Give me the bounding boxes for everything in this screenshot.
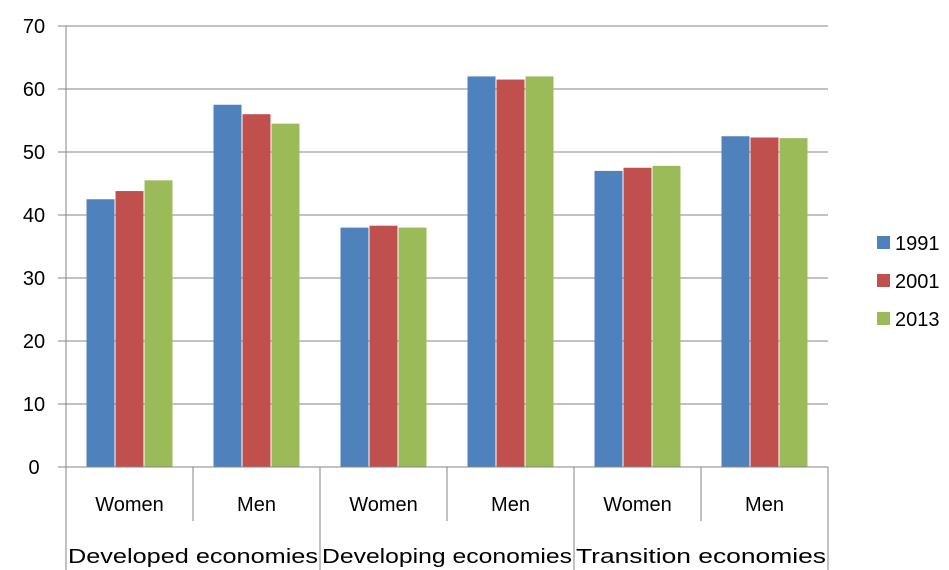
bar-2001: [623, 167, 652, 467]
x-category-labels: Women Men Women Men Women Men: [95, 494, 784, 516]
x-group-label: Developing economies: [322, 546, 572, 568]
bar-2013: [271, 123, 300, 468]
x-group-label: Developed economies: [68, 546, 318, 568]
y-tick-label: 30: [23, 268, 45, 290]
bar-1991: [721, 136, 750, 467]
y-tick-label: 60: [23, 79, 45, 101]
y-tick-label: 70: [23, 16, 45, 38]
legend-label: 2013: [895, 309, 940, 331]
bar-2001: [115, 191, 144, 467]
y-tick-labels: 0 10 20 30 40 50 60 70: [23, 16, 45, 479]
x-group-label: Transition economies: [576, 546, 826, 568]
bar-2013: [144, 180, 173, 467]
y-tick-label: 0: [28, 457, 39, 479]
legend-swatch-1991: [877, 236, 890, 249]
bar-1991: [594, 170, 623, 467]
bar-1991: [213, 104, 242, 467]
x-category-label: Women: [95, 494, 164, 516]
y-tick-label: 10: [23, 394, 45, 416]
y-tick-label: 40: [23, 205, 45, 227]
x-category-label: Women: [603, 494, 672, 516]
legend-label: 2001: [895, 271, 940, 293]
bar-1991: [467, 76, 496, 468]
bar-2013: [779, 138, 808, 467]
legend-swatch-2001: [877, 274, 890, 287]
legend-swatch-2013: [877, 312, 890, 325]
y-tick-label: 20: [23, 331, 45, 353]
x-category-label: Men: [491, 494, 530, 516]
bar-2001: [496, 79, 525, 468]
bar-2013: [525, 76, 554, 468]
x-category-label: Women: [349, 494, 418, 516]
bars: [86, 76, 808, 468]
x-category-label: Men: [237, 494, 276, 516]
bar-2013: [398, 227, 427, 467]
x-category-label: Men: [745, 494, 784, 516]
x-group-labels: Developed economies Developing economies T…: [68, 546, 826, 568]
axes: [58, 25, 829, 570]
legend: 1991 2001 2013: [877, 233, 940, 331]
bar-2001: [369, 225, 398, 467]
bar-1991: [86, 199, 115, 467]
bar-2013: [652, 165, 681, 468]
bar-1991: [340, 227, 369, 467]
gridlines: [66, 25, 828, 405]
legend-label: 1991: [895, 233, 940, 255]
y-tick-label: 50: [23, 142, 45, 164]
bar-2001: [750, 137, 779, 467]
bar-2001: [242, 114, 271, 467]
